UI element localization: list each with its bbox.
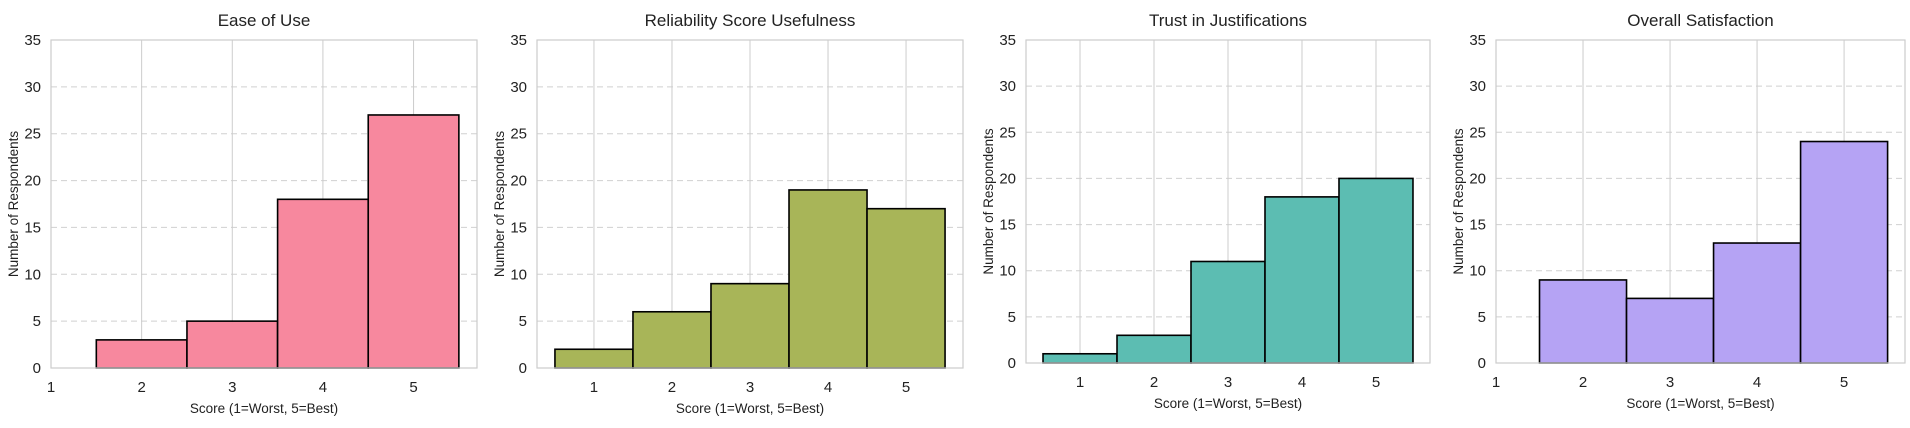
bar-score-2 [632, 310, 712, 369]
x-tick-label: 5 [409, 379, 417, 396]
y-tick-label: 20 [24, 173, 41, 190]
y-tick-label: 25 [24, 126, 41, 143]
bar-score-5 [866, 207, 946, 369]
chart-title: Reliability Score Usefulness [645, 11, 856, 30]
y-tick-label: 30 [510, 79, 527, 96]
x-tick-label: 2 [668, 379, 676, 396]
y-tick-label: 10 [510, 266, 527, 283]
tick-labels: 0 5 10 15 20 25 30 35 1 2 3 4 5 [999, 32, 1380, 391]
y-tick-label: 20 [510, 173, 527, 190]
bar-score-5 [1338, 177, 1414, 364]
y-tick-label: 15 [24, 219, 41, 236]
tick-labels: 0 5 10 15 20 25 30 35 1 2 3 4 5 [1469, 32, 1848, 391]
bars [95, 114, 460, 369]
x-axis-label: Score (1=Worst, 5=Best) [676, 401, 824, 416]
y-tick-label: 20 [999, 170, 1016, 187]
x-tick-label: 4 [824, 379, 832, 396]
y-tick-label: 35 [510, 32, 527, 49]
tick-labels: 0 5 10 15 20 25 30 35 1 2 3 4 5 [24, 32, 417, 396]
y-tick-label: 5 [33, 313, 41, 330]
plot-frame [536, 39, 964, 369]
x-tick-label: 3 [1224, 374, 1232, 391]
y-tick-label: 0 [1008, 355, 1016, 372]
x-tick-label: 5 [1840, 374, 1848, 391]
bar-score-4 [276, 198, 370, 369]
bars [554, 189, 946, 369]
bars [1538, 140, 1889, 364]
x-tick-label: 3 [1666, 374, 1674, 391]
y-tick-label: 0 [519, 360, 527, 377]
bar-score-2 [1116, 334, 1192, 364]
x-tick-label: 2 [137, 379, 145, 396]
y-tick-label: 15 [999, 217, 1016, 234]
bar-score-4 [1264, 196, 1340, 364]
y-axis-label: Number of Respondents [1451, 128, 1466, 275]
x-axis-label: Score (1=Worst, 5=Best) [1154, 396, 1302, 411]
subplot-overall-satisfaction: Overall Satisfaction Score (1=Worst, 5=B… [1451, 11, 1906, 411]
y-tick-label: 15 [1469, 217, 1486, 234]
bar-score-3 [710, 282, 790, 369]
y-tick-label: 30 [24, 79, 41, 96]
y-tick-label: 30 [999, 78, 1016, 95]
y-tick-label: 35 [24, 32, 41, 49]
x-tick-label: 2 [1150, 374, 1158, 391]
x-tick-label: 5 [1372, 374, 1380, 391]
x-tick-label: 2 [1579, 374, 1587, 391]
subplot-ease-of-use: Ease of Use Score (1=Worst, 5=Best) Numb… [6, 11, 478, 416]
x-tick-label: 1 [1492, 374, 1500, 391]
plot-frame [50, 39, 478, 369]
y-tick-label: 35 [1469, 32, 1486, 49]
y-tick-label: 25 [999, 124, 1016, 141]
y-tick-label: 10 [1469, 263, 1486, 280]
bar-score-3 [1190, 260, 1266, 364]
bar-score-3 [186, 320, 279, 369]
x-tick-label: 5 [902, 379, 910, 396]
x-tick-label: 1 [47, 379, 55, 396]
bar-score-1 [1042, 352, 1118, 364]
y-tick-label: 10 [999, 263, 1016, 280]
x-tick-label: 4 [1298, 374, 1306, 391]
y-tick-label: 0 [1478, 355, 1486, 372]
x-tick-label: 1 [590, 379, 598, 396]
bar-score-5 [1799, 140, 1889, 364]
subplot-reliability-score-usefulness: Reliability Score Usefulness Score (1=Wo… [492, 11, 964, 416]
bar-score-5 [367, 114, 460, 369]
x-tick-label: 4 [1753, 374, 1761, 391]
tick-labels: 0 5 10 15 20 25 30 35 1 2 3 4 5 [510, 32, 910, 396]
y-axis-label: Number of Respondents [492, 131, 507, 278]
y-axis-label: Number of Respondents [6, 131, 21, 278]
bar-score-4 [788, 189, 868, 369]
chart-title: Ease of Use [218, 11, 311, 30]
y-tick-label: 5 [1478, 309, 1486, 326]
x-tick-label: 3 [228, 379, 236, 396]
bar-score-2 [1538, 279, 1628, 364]
x-tick-label: 4 [319, 379, 327, 396]
y-tick-label: 25 [510, 126, 527, 143]
x-axis-label: Score (1=Worst, 5=Best) [1626, 396, 1774, 411]
chart-title: Trust in Justifications [1149, 11, 1307, 30]
bar-score-4 [1712, 242, 1802, 364]
bar-score-3 [1625, 297, 1715, 364]
x-tick-label: 1 [1076, 374, 1084, 391]
bar-score-2 [95, 339, 188, 369]
x-axis-label: Score (1=Worst, 5=Best) [190, 401, 338, 416]
bars [1042, 177, 1414, 364]
subplot-trust-in-justifications: Trust in Justifications Score (1=Worst, … [981, 11, 1431, 411]
x-tick-label: 3 [746, 379, 754, 396]
y-axis-label: Number of Respondents [981, 128, 996, 275]
y-tick-label: 15 [510, 219, 527, 236]
plot-frame [1495, 39, 1906, 364]
y-tick-label: 5 [1008, 309, 1016, 326]
y-tick-label: 35 [999, 32, 1016, 49]
y-tick-label: 25 [1469, 124, 1486, 141]
plot-frame [1025, 39, 1431, 364]
y-tick-label: 0 [33, 360, 41, 377]
y-tick-label: 10 [24, 266, 41, 283]
y-tick-label: 5 [519, 313, 527, 330]
y-tick-label: 20 [1469, 170, 1486, 187]
bar-score-1 [554, 348, 634, 369]
y-tick-label: 30 [1469, 78, 1486, 95]
chart-title: Overall Satisfaction [1627, 11, 1773, 30]
